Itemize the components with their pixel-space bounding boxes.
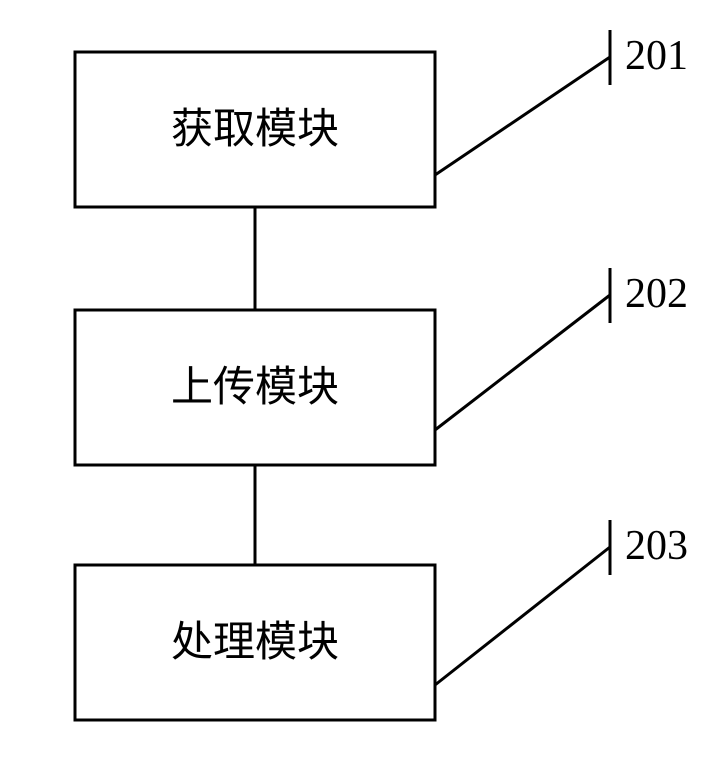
reference-number: 203 (625, 523, 688, 569)
reference-number: 202 (625, 271, 688, 317)
module-label: 处理模块 (171, 620, 339, 666)
module-label: 获取模块 (171, 107, 339, 153)
reference-number: 201 (625, 33, 688, 79)
block-diagram: 获取模块上传模块处理模块 201 202 203 (0, 0, 728, 776)
module-label: 上传模块 (171, 365, 339, 411)
